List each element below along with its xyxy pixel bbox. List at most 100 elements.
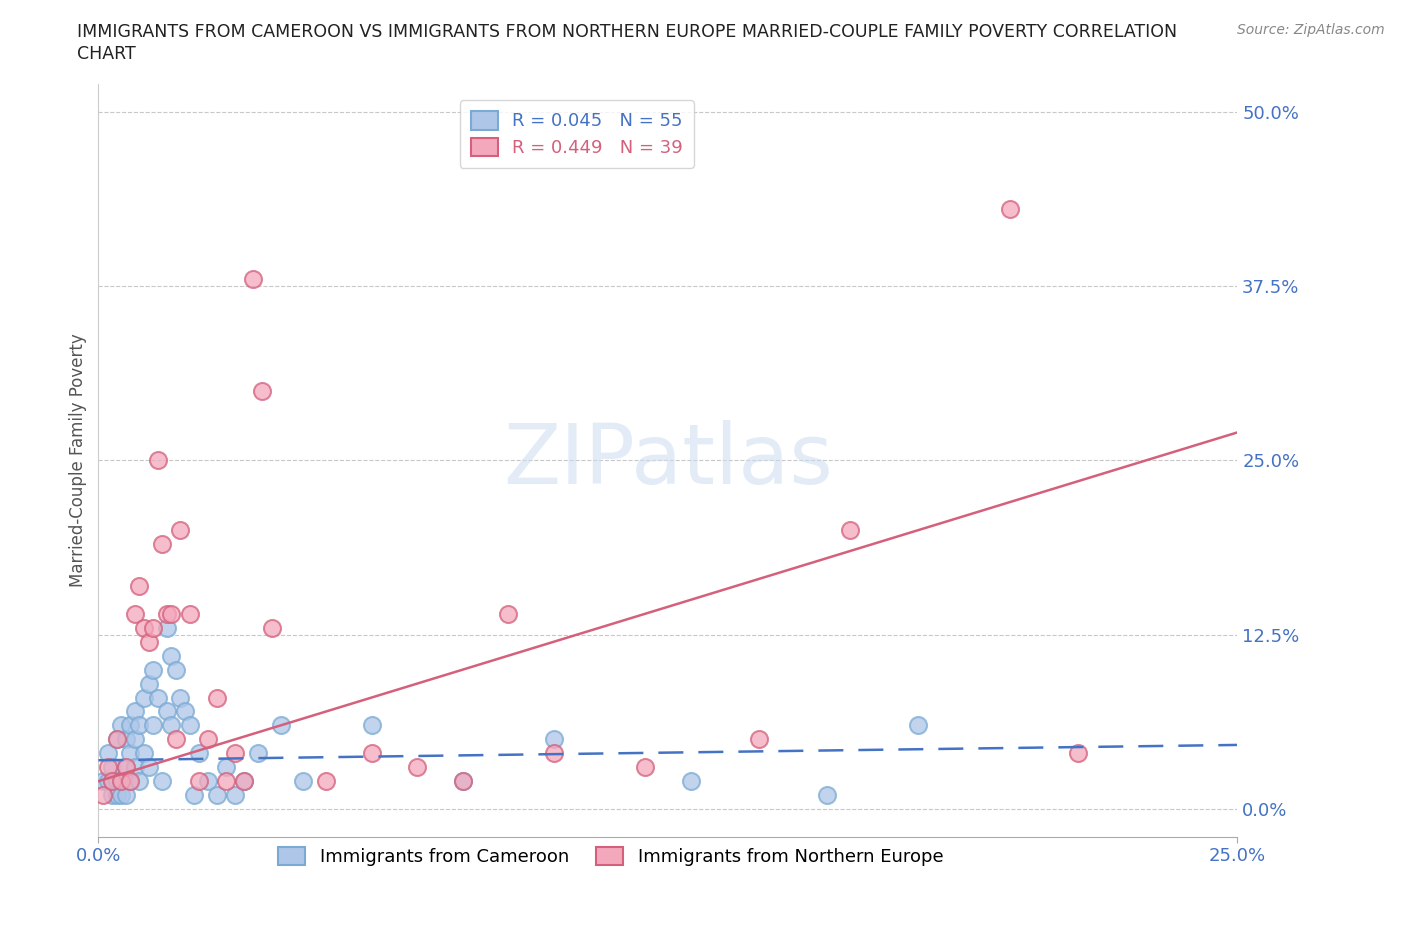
Point	[91, 788, 114, 803]
Point	[315, 774, 337, 789]
Point	[132, 746, 155, 761]
Point	[114, 732, 136, 747]
Point	[360, 718, 382, 733]
Point	[169, 690, 191, 705]
Point	[252, 383, 274, 398]
Point	[150, 774, 173, 789]
Text: IMMIGRANTS FROM CAMEROON VS IMMIGRANTS FROM NORTHERN EUROPE MARRIED-COUPLE FAMIL: IMMIGRANTS FROM CAMEROON VS IMMIGRANTS F…	[77, 23, 1177, 41]
Point	[138, 634, 160, 649]
Point	[748, 732, 770, 747]
Point	[197, 732, 219, 747]
Point	[128, 578, 150, 593]
Point	[101, 774, 124, 789]
Point	[270, 718, 292, 733]
Point	[120, 718, 142, 733]
Point	[839, 523, 862, 538]
Point	[128, 718, 150, 733]
Point	[114, 788, 136, 803]
Point	[260, 620, 283, 635]
Point	[292, 774, 315, 789]
Point	[679, 774, 702, 789]
Point	[179, 718, 201, 733]
Point	[156, 620, 179, 635]
Point	[451, 774, 474, 789]
Point	[815, 788, 838, 803]
Point	[543, 746, 565, 761]
Text: CHART: CHART	[77, 45, 136, 62]
Y-axis label: Married-Couple Family Poverty: Married-Couple Family Poverty	[69, 334, 87, 587]
Point	[105, 732, 128, 747]
Point	[160, 648, 183, 663]
Point	[142, 662, 165, 677]
Point	[96, 774, 118, 789]
Point	[224, 746, 246, 761]
Point	[96, 746, 118, 761]
Text: ZIPatlas: ZIPatlas	[503, 419, 832, 501]
Point	[634, 760, 657, 775]
Point	[142, 620, 165, 635]
Point	[110, 774, 132, 789]
Point	[242, 272, 264, 286]
Point	[124, 732, 146, 747]
Point	[146, 690, 169, 705]
Point	[120, 774, 142, 789]
Point	[174, 704, 197, 719]
Point	[998, 202, 1021, 217]
Point	[101, 774, 124, 789]
Point	[91, 774, 114, 789]
Point	[1067, 746, 1090, 761]
Point	[215, 774, 238, 789]
Point	[124, 760, 146, 775]
Point	[138, 676, 160, 691]
Point	[179, 606, 201, 621]
Point	[197, 774, 219, 789]
Point	[96, 760, 118, 775]
Point	[246, 746, 269, 761]
Point	[543, 732, 565, 747]
Point	[110, 788, 132, 803]
Point	[105, 774, 128, 789]
Point	[165, 662, 187, 677]
Point	[120, 774, 142, 789]
Point	[360, 746, 382, 761]
Point	[110, 718, 132, 733]
Point	[498, 606, 520, 621]
Point	[114, 760, 136, 775]
Point	[406, 760, 429, 775]
Point	[105, 732, 128, 747]
Point	[101, 760, 124, 775]
Point	[120, 746, 142, 761]
Point	[156, 704, 179, 719]
Point	[233, 774, 256, 789]
Text: Source: ZipAtlas.com: Source: ZipAtlas.com	[1237, 23, 1385, 37]
Point	[160, 718, 183, 733]
Point	[233, 774, 256, 789]
Point	[205, 788, 228, 803]
Point	[224, 788, 246, 803]
Point	[138, 760, 160, 775]
Point	[142, 718, 165, 733]
Point	[160, 606, 183, 621]
Point	[124, 704, 146, 719]
Point	[132, 620, 155, 635]
Point	[907, 718, 929, 733]
Point	[146, 453, 169, 468]
Point	[132, 690, 155, 705]
Point	[451, 774, 474, 789]
Point	[150, 537, 173, 551]
Point	[156, 606, 179, 621]
Point	[183, 788, 205, 803]
Point	[165, 732, 187, 747]
Point	[114, 760, 136, 775]
Point	[169, 523, 191, 538]
Point	[187, 746, 209, 761]
Point	[105, 788, 128, 803]
Point	[215, 760, 238, 775]
Point	[101, 788, 124, 803]
Point	[205, 690, 228, 705]
Point	[124, 606, 146, 621]
Legend: Immigrants from Cameroon, Immigrants from Northern Europe: Immigrants from Cameroon, Immigrants fro…	[271, 840, 950, 873]
Point	[110, 774, 132, 789]
Point	[187, 774, 209, 789]
Point	[128, 774, 150, 789]
